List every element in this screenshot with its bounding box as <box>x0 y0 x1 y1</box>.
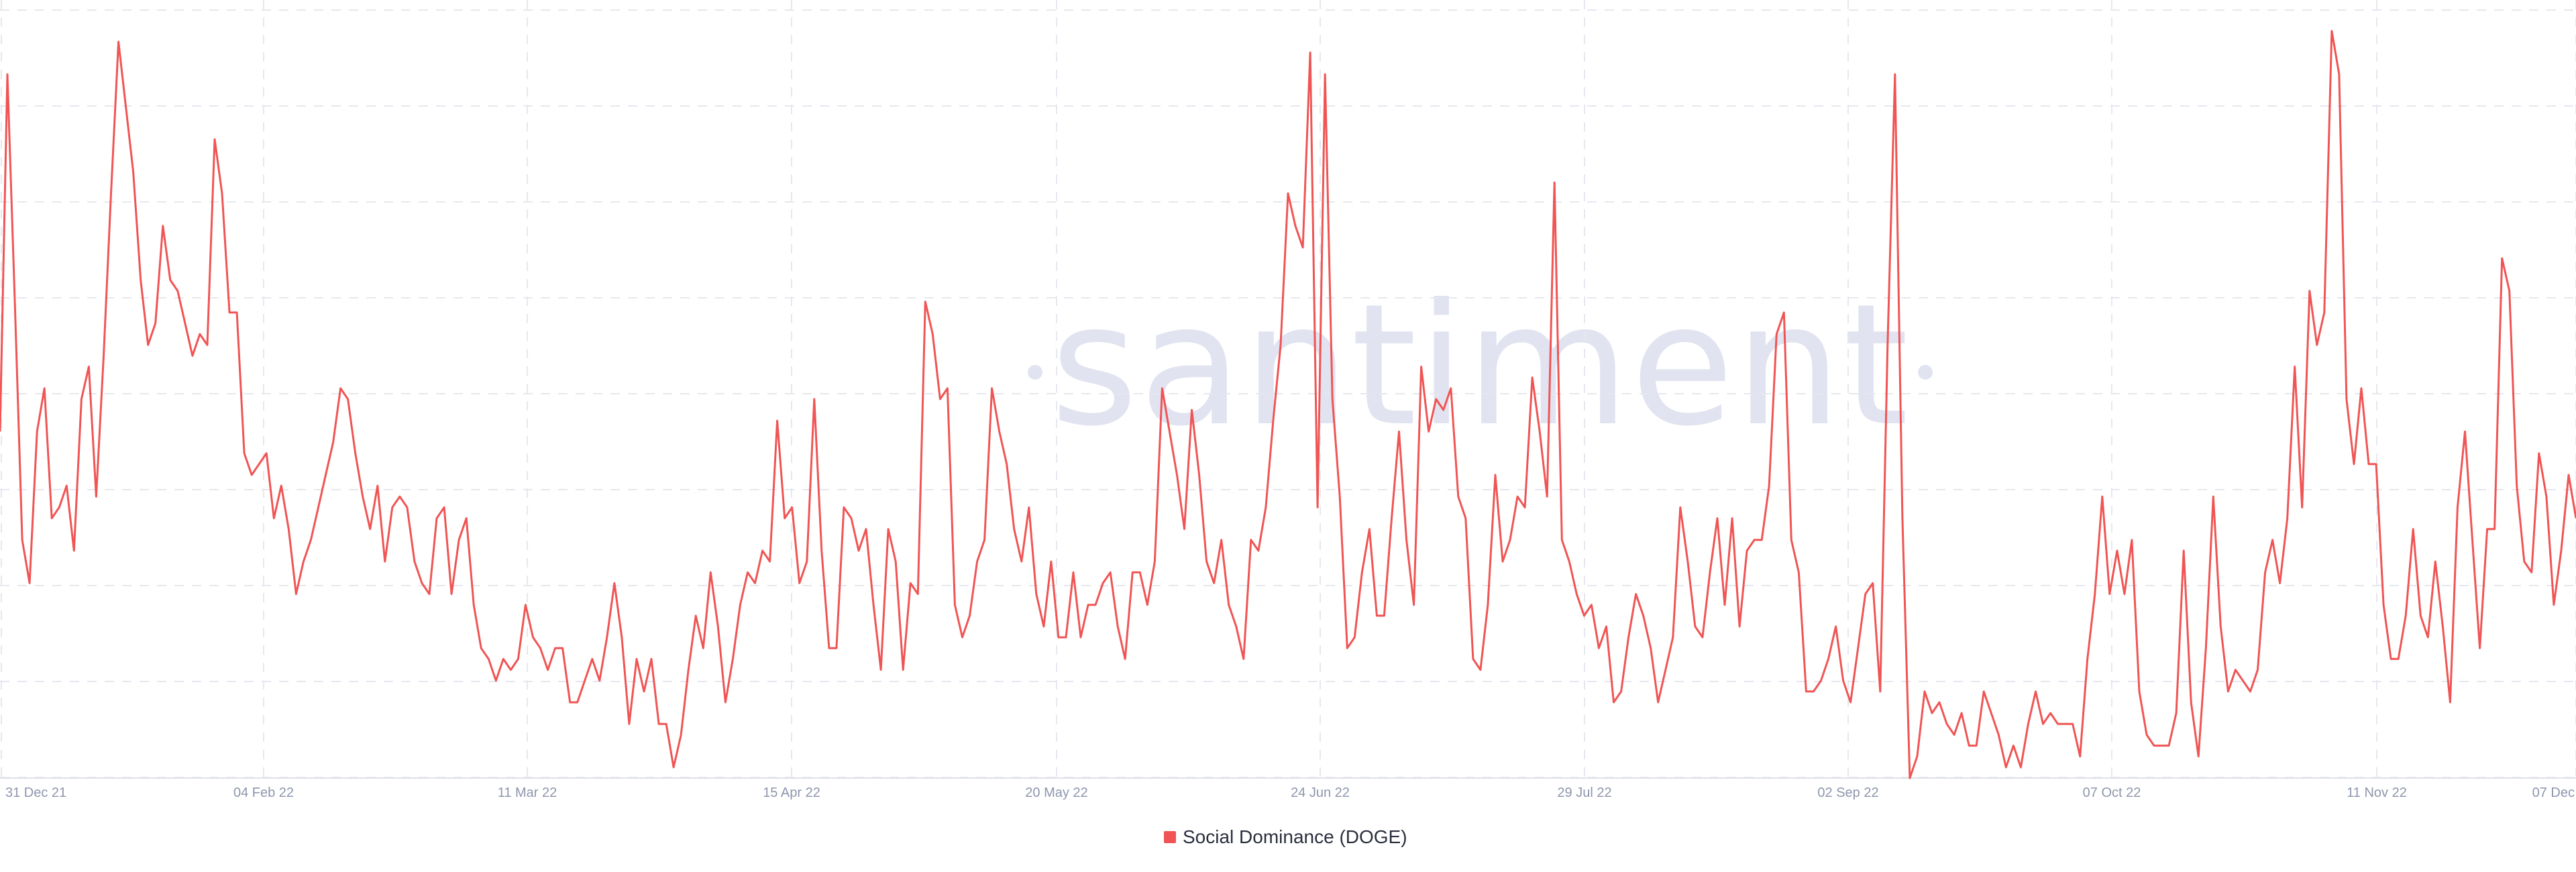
legend-label: Social Dominance (DOGE) <box>1183 826 1407 847</box>
x-tick-label: 20 May 22 <box>1025 785 1087 800</box>
legend-swatch <box>1164 831 1176 843</box>
x-tick-label: 24 Jun 22 <box>1291 785 1350 800</box>
x-tick-label: 11 Mar 22 <box>498 785 557 800</box>
x-tick-label: 02 Sep 22 <box>1817 785 1878 800</box>
series-line-social-dominance-doge[interactable] <box>0 30 2576 779</box>
legend[interactable]: Social Dominance (DOGE) <box>1164 826 1407 848</box>
watermark-dot-right <box>1918 364 1933 380</box>
x-tick-label: 07 Oct 22 <box>2083 785 2141 800</box>
x-tick-label: 04 Feb 22 <box>233 785 294 800</box>
x-tick-label: 11 Nov 22 <box>2347 785 2407 800</box>
x-tick-label: 29 Jul 22 <box>1557 785 1611 800</box>
x-tick-label: 31 Dec 21 <box>5 785 66 800</box>
chart-area: santiment 31 Dec 21 04 Feb 22 11 Mar 22 15 … <box>0 0 2576 800</box>
x-tick-label: 15 Apr 22 <box>763 785 820 800</box>
watermark-dot-left <box>1028 364 1042 380</box>
x-tick-labels: 31 Dec 21 04 Feb 22 11 Mar 22 15 Apr 22 20 M… <box>5 785 2575 800</box>
x-tick-label: 07 Dec <box>2532 785 2575 800</box>
grid <box>0 0 2576 778</box>
line-chart: 31 Dec 21 04 Feb 22 11 Mar 22 15 Apr 22 20 M… <box>0 0 2576 800</box>
series-layer <box>0 30 2576 779</box>
